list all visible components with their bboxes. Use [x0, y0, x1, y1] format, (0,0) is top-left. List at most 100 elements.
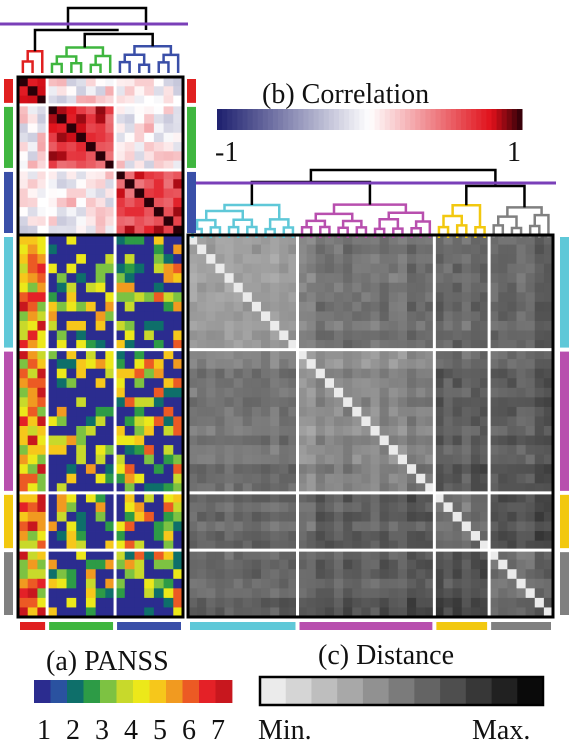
distance-cell	[343, 368, 353, 379]
distance-cell	[233, 473, 244, 484]
panss-cell	[56, 397, 67, 408]
correlation-colorbar-step	[359, 109, 365, 130]
distance-cell	[443, 607, 454, 618]
distance-cell	[306, 454, 317, 465]
panss-cell	[37, 311, 48, 322]
distance-cell	[498, 416, 508, 427]
distance-cell	[361, 235, 371, 245]
distance-cell	[188, 578, 198, 589]
distance-cell	[352, 607, 362, 618]
distance-cell	[480, 550, 490, 561]
panss-cell	[163, 273, 174, 284]
distance-cell	[197, 511, 207, 522]
distance-cell	[297, 578, 308, 589]
distance-cell	[279, 540, 289, 551]
distance-cell	[188, 244, 198, 255]
distance-cell	[489, 292, 499, 303]
panss-cell	[124, 330, 135, 341]
panss-cell	[66, 349, 77, 360]
distance-title: (c) Distance	[318, 640, 454, 671]
distance-cell	[270, 502, 280, 513]
distance-cell	[288, 597, 298, 608]
distance-cell	[516, 464, 527, 475]
correlation-cell	[18, 104, 29, 115]
distance-cell	[525, 330, 536, 341]
distance-cell	[516, 397, 527, 408]
distance-cell	[242, 550, 253, 561]
distance-cell	[233, 578, 244, 589]
distance-cell	[397, 435, 408, 446]
panss-cell	[85, 511, 97, 522]
distance-cell	[498, 569, 508, 580]
distance-cell	[416, 473, 426, 484]
distance-cell	[215, 464, 225, 475]
distance-cell	[197, 387, 207, 398]
distance-cell	[215, 569, 225, 580]
distance-cell	[315, 511, 326, 522]
distance-cell	[361, 569, 371, 580]
distance-cell	[324, 235, 335, 245]
distance-cell	[206, 531, 216, 541]
distance-cell	[407, 569, 417, 580]
distance-cell	[470, 254, 481, 265]
distance-cell	[525, 320, 536, 331]
distance-cell	[297, 235, 308, 245]
panss-cell	[105, 340, 116, 350]
panss-cell	[173, 292, 184, 303]
correlation-cell	[85, 114, 97, 124]
panss-cell	[95, 464, 106, 475]
panss-cell	[18, 368, 29, 379]
panss-cell	[144, 244, 155, 255]
distance-cell	[224, 473, 235, 484]
correlation-cell	[66, 104, 77, 115]
distance-cell	[525, 531, 536, 541]
distance-cell	[206, 559, 216, 570]
panss-cell	[163, 569, 174, 580]
distance-cell	[215, 368, 225, 379]
distance-cell	[343, 454, 353, 465]
distance-cell	[233, 531, 244, 541]
panss-cell	[95, 435, 106, 446]
panss-cell	[18, 359, 29, 370]
distance-cell	[315, 311, 326, 322]
panss-cell	[115, 273, 126, 284]
distance-cell	[434, 311, 444, 322]
correlation-cell	[144, 225, 155, 236]
correlation-cell	[18, 197, 29, 208]
correlation-cell	[85, 169, 97, 180]
distance-cell	[416, 349, 426, 360]
panss-cell	[76, 492, 87, 503]
correlation-cell	[124, 132, 135, 143]
distance-cell	[306, 559, 317, 570]
distance-cell	[251, 559, 262, 570]
distance-cell	[470, 244, 481, 255]
distance-cell	[352, 359, 362, 370]
distance-cell	[242, 435, 253, 446]
distance-cell	[215, 492, 225, 503]
distance-cell	[534, 320, 545, 331]
distance-cell	[224, 397, 235, 408]
distance-cell	[352, 406, 362, 417]
distance-cell	[324, 378, 335, 389]
panss-cell	[47, 397, 58, 408]
distance-cell	[498, 397, 508, 408]
correlation-cell	[173, 114, 184, 124]
panss-cell	[134, 435, 145, 446]
correlation-colorbar-step	[506, 109, 513, 130]
panss-cell	[95, 406, 106, 417]
distance-cell	[242, 349, 253, 360]
panss-cell	[115, 387, 126, 398]
panss-cell	[56, 311, 67, 322]
distance-cell	[361, 330, 371, 341]
panss-cell	[47, 244, 58, 255]
panss-cell	[56, 502, 67, 513]
panss-cell	[56, 578, 67, 589]
distance-cell	[525, 263, 536, 274]
distance-cell	[315, 235, 326, 245]
distance-cell	[407, 406, 417, 417]
distance-cell	[206, 349, 216, 360]
panss-cell	[95, 511, 106, 522]
distance-cell	[224, 273, 235, 284]
distance-cell	[206, 550, 216, 561]
distance-cell	[507, 464, 517, 475]
